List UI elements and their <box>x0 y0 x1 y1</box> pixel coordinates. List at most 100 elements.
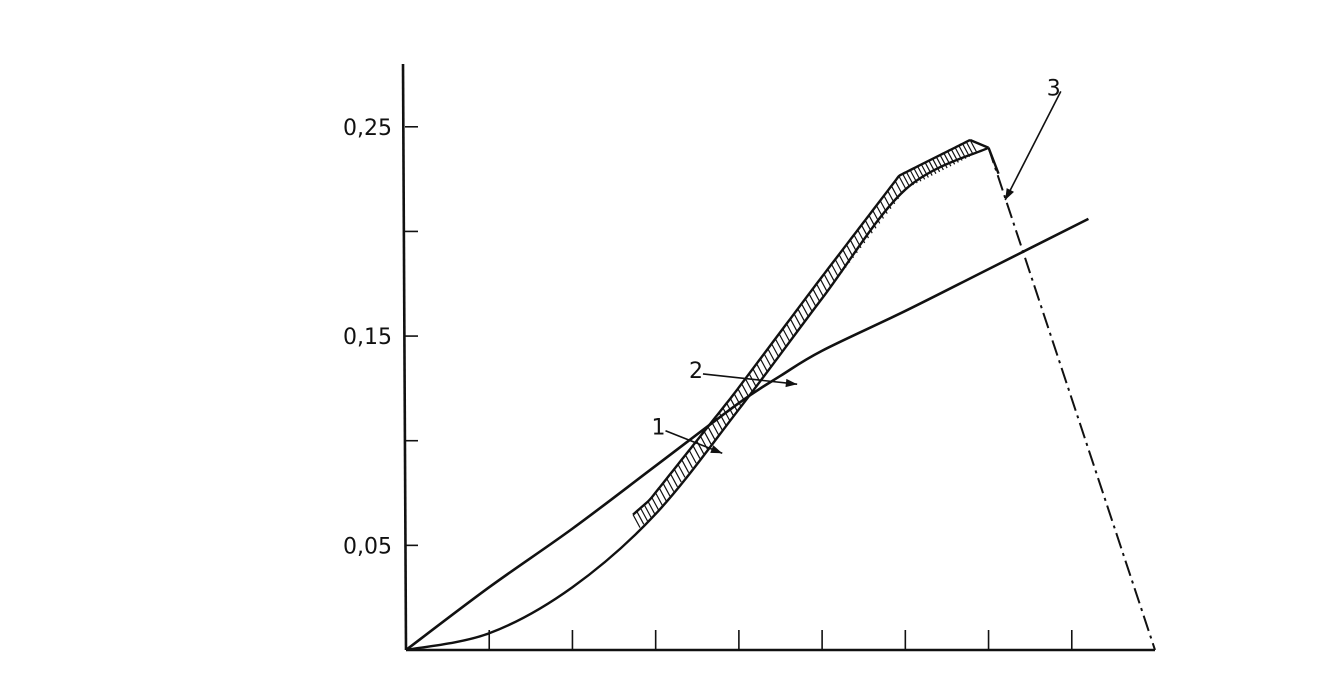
y-tick-label: 0,25 <box>343 116 392 141</box>
band-hatch <box>632 514 641 528</box>
band-hatch <box>830 263 840 278</box>
band-hatch <box>733 393 742 407</box>
label-leader <box>1004 91 1062 201</box>
band-hatch <box>875 205 884 219</box>
series-line-1 <box>405 217 1090 652</box>
band-hatch <box>763 353 772 368</box>
band-hatch <box>714 417 723 431</box>
band-hatch <box>654 492 664 506</box>
band-hatch <box>965 141 974 156</box>
y-tick-label: 0,15 <box>343 325 392 350</box>
band-hatch <box>804 298 813 313</box>
band-hatch <box>707 426 716 440</box>
band-hatch <box>943 152 952 167</box>
plot-layer: 0,05 0,15 0,25 1 2 3 <box>343 63 1156 652</box>
band-hatch <box>887 190 896 205</box>
band-hatch <box>958 145 967 159</box>
series-line-3 <box>987 147 1156 651</box>
band-hatch <box>793 313 802 328</box>
x-ticks <box>488 630 1073 651</box>
series-label-3: 3 <box>1047 76 1061 101</box>
band-hatch <box>842 249 851 263</box>
band-hatch <box>969 139 978 154</box>
band-hatch <box>748 373 757 387</box>
band-hatch <box>756 363 765 377</box>
band-hatch <box>827 268 836 283</box>
band-hatch <box>920 164 929 178</box>
band-hatch <box>729 398 738 412</box>
band-hatch <box>688 449 697 464</box>
band-hatch <box>913 167 922 182</box>
band-hatch <box>639 507 649 522</box>
band-hatch <box>950 149 959 163</box>
band-hatch <box>823 273 832 288</box>
band-hatch <box>636 511 645 525</box>
band-hatch <box>872 210 881 224</box>
band-hatch <box>797 308 806 323</box>
band-hatch <box>718 412 727 426</box>
band-hatch <box>662 482 671 497</box>
band-hatch <box>711 421 720 436</box>
band-hatch <box>902 173 911 188</box>
band-hatch <box>924 162 933 176</box>
band-hatch <box>726 402 735 417</box>
band-tip <box>969 138 990 149</box>
band-hatch <box>905 171 914 186</box>
band-hatch <box>935 156 944 171</box>
band-hatch <box>677 464 686 478</box>
band-hatch <box>737 388 746 402</box>
band-hatch <box>808 293 817 308</box>
series-labels: 1 2 3 <box>652 76 1062 455</box>
band-hatch <box>666 478 675 492</box>
band-hatch <box>898 175 907 190</box>
band-hatch <box>767 348 776 363</box>
band-hatch <box>932 158 941 173</box>
band-hatch <box>786 323 795 338</box>
band-hatch <box>868 215 877 229</box>
band-hatch <box>849 239 858 254</box>
series-line-2 <box>405 146 990 652</box>
label-arrowhead <box>710 445 723 454</box>
band-hatch <box>778 333 787 348</box>
series-label-2: 2 <box>689 359 703 384</box>
band-hatch <box>643 504 652 519</box>
band-hatch <box>954 147 963 161</box>
band-hatch <box>860 224 869 239</box>
band-hatch <box>782 328 791 343</box>
band-hatch <box>834 259 843 273</box>
band-hatch <box>647 501 656 515</box>
y-ticks: 0,05 0,15 0,25 <box>343 116 418 559</box>
band-hatch <box>845 244 855 258</box>
label-leader <box>702 373 798 386</box>
band-hatch <box>703 431 712 445</box>
band-hatch <box>684 454 693 469</box>
band-hatch <box>741 383 750 397</box>
band-hatch <box>853 234 862 249</box>
band-hatch <box>928 160 937 174</box>
label-arrowhead <box>1005 188 1014 201</box>
band-hatch <box>815 283 825 298</box>
series-band-edge-2 <box>632 138 971 516</box>
series-label-1: 1 <box>652 416 666 441</box>
band-hatch <box>909 169 918 184</box>
band-hatch <box>838 254 847 268</box>
band-hatch <box>819 278 828 293</box>
peak-link <box>987 147 1000 175</box>
band-hatch <box>894 180 903 195</box>
series-layer <box>405 138 1156 652</box>
band-hatch <box>651 497 660 511</box>
y-axis <box>401 63 408 651</box>
band-hatch <box>857 229 866 244</box>
band-hatch <box>917 166 926 180</box>
band-hatch <box>864 219 873 234</box>
band-hatch <box>890 185 899 200</box>
band-hatch <box>962 143 971 158</box>
y-tick-label: 0,05 <box>343 534 392 559</box>
band-hatch <box>658 487 667 502</box>
band-hatch <box>681 459 690 473</box>
band-hatch <box>883 195 892 209</box>
band-hatch <box>879 200 888 214</box>
band-hatch <box>789 318 798 333</box>
band-hatch <box>801 303 810 318</box>
